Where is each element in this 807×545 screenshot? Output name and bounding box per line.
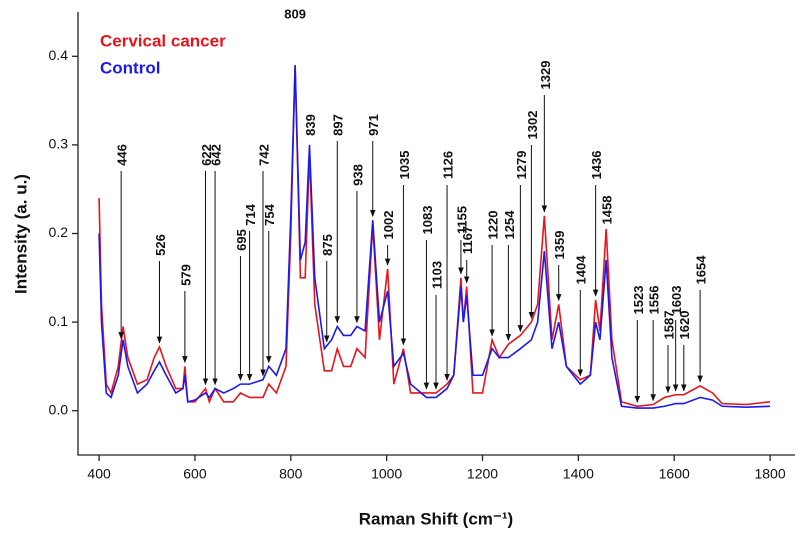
peak-label: 754	[262, 203, 277, 225]
legend-label: Control	[100, 58, 160, 77]
peak-label: 446	[115, 144, 130, 166]
peak-label: 526	[153, 234, 168, 256]
x-tick-label: 1000	[371, 466, 402, 482]
peak-label: 1458	[600, 196, 615, 225]
y-axis-label: Intensity (a. u.)	[11, 174, 30, 294]
peak-label: 1279	[514, 151, 529, 180]
peak-label: 1654	[694, 255, 709, 285]
y-tick-label: 0.3	[49, 136, 69, 152]
x-tick-label: 1200	[467, 466, 498, 482]
peak-label: 1556	[647, 286, 662, 315]
peak-label: 1103	[429, 261, 444, 289]
peak-label: 642	[209, 144, 224, 166]
series-line	[98, 65, 771, 408]
x-tick-label: 1400	[563, 466, 594, 482]
y-tick-label: 0.2	[49, 224, 69, 240]
peak-label: 714	[243, 203, 258, 225]
peak-label: 875	[320, 234, 335, 256]
axis-line	[77, 12, 795, 456]
x-tick-label: 800	[279, 466, 303, 482]
peak-label: 971	[366, 114, 381, 136]
peak-label: 742	[256, 144, 271, 166]
peak-label: 1167	[460, 226, 475, 254]
y-tick-label: 0.4	[49, 47, 69, 63]
peak-label: 809	[284, 6, 306, 21]
peak-label: 1587	[661, 311, 676, 340]
peak-label: 1620	[677, 311, 692, 340]
series-line	[98, 65, 771, 409]
peak-label: 695	[234, 229, 249, 251]
peak-label: 839	[303, 114, 318, 136]
peak-label: 1083	[420, 206, 435, 235]
legend-label: Cervical cancer	[100, 31, 226, 50]
peak-label: 1603	[669, 286, 684, 315]
peak-label: 622	[199, 144, 214, 166]
peak-label: 579	[178, 264, 193, 286]
x-tick-label: 1600	[659, 466, 690, 482]
peak-label: 1359	[552, 231, 567, 260]
peak-label: 1436	[589, 151, 604, 180]
y-tick-label: 0.0	[49, 401, 69, 417]
peak-label: 1155	[454, 206, 469, 234]
peak-label: 1254	[502, 210, 517, 240]
peak-label: 1035	[397, 151, 412, 180]
x-tick-label: 1800	[754, 466, 785, 482]
x-axis-label: Raman Shift (cm⁻¹)	[359, 509, 513, 528]
peak-label: 1329	[538, 61, 553, 90]
x-tick-label: 400	[87, 466, 111, 482]
peak-label: 938	[350, 164, 365, 186]
x-tick-label: 600	[183, 466, 207, 482]
peak-label: 1002	[381, 211, 396, 240]
y-tick-label: 0.1	[49, 313, 69, 329]
peak-label: 1302	[525, 111, 540, 140]
peak-label: 897	[331, 114, 346, 136]
peak-label: 1126	[440, 151, 455, 179]
peak-label: 1220	[486, 211, 501, 240]
peak-label: 1523	[631, 286, 646, 315]
peak-label: 1404	[574, 255, 589, 285]
